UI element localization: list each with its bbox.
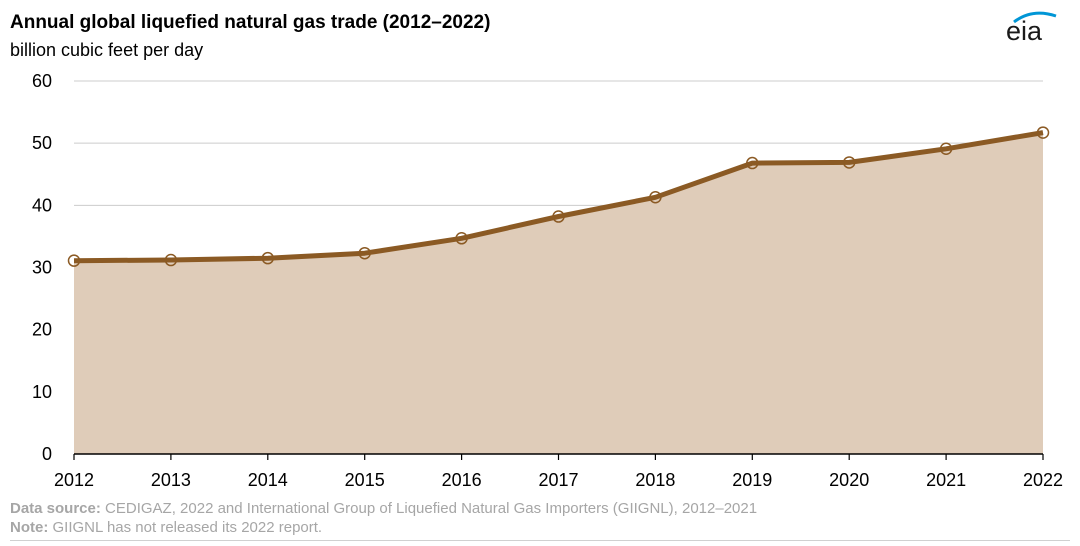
footnote: Note: GIIGNL has not released its 2022 r…	[10, 519, 322, 536]
eia-logo: eia	[1006, 10, 1057, 46]
logo-text: eia	[1006, 16, 1043, 46]
x-tick-label: 2022	[1023, 470, 1063, 490]
chart-title: Annual global liquefied natural gas trad…	[10, 12, 491, 33]
footer-rule	[10, 540, 1070, 541]
x-tick-label: 2014	[248, 470, 288, 490]
y-tick-label: 40	[32, 195, 52, 215]
data-points	[67, 126, 1050, 267]
source-text: CEDIGAZ, 2022 and International Group of…	[100, 500, 758, 517]
x-tick-label: 2019	[732, 470, 772, 490]
data-point	[1036, 126, 1050, 139]
y-tick-label: 20	[32, 320, 52, 340]
source-label: Data source:	[10, 500, 101, 517]
logo-swoosh-icon	[1013, 11, 1057, 24]
data-point	[939, 142, 953, 156]
x-tick-label: 2017	[538, 470, 578, 490]
data-point	[164, 253, 178, 267]
y-tick-label: 50	[32, 133, 52, 153]
data-source-note: Data source: CEDIGAZ, 2022 and Internati…	[10, 500, 757, 517]
data-point	[358, 246, 371, 260]
data-point	[842, 156, 856, 169]
note-label: Note:	[10, 519, 49, 536]
y-axis-unit-label: billion cubic feet per day	[10, 40, 204, 60]
data-point	[746, 156, 759, 170]
data-point	[649, 191, 662, 204]
axes	[73, 453, 1044, 460]
y-tick-labels: 0 10 20 30 40 50 60	[32, 71, 52, 464]
data-point	[455, 232, 468, 245]
x-tick-label: 2018	[635, 470, 675, 490]
data-point	[67, 254, 81, 267]
y-tick-label: 0	[42, 444, 52, 464]
x-tick-label: 2012	[54, 470, 94, 490]
x-tick-label: 2021	[926, 470, 966, 490]
y-tick-label: 10	[32, 382, 52, 402]
x-tick-label: 2015	[345, 470, 385, 490]
y-tick-label: 60	[32, 71, 52, 91]
data-point	[261, 251, 275, 265]
y-tick-label: 30	[32, 258, 52, 278]
x-tick-label: 2016	[442, 470, 482, 490]
note-text: GIIGNL has not released its 2022 report.	[48, 519, 323, 536]
x-tick-label: 2013	[151, 470, 191, 490]
series-line	[73, 130, 1044, 264]
x-tick-label: 2020	[829, 470, 869, 490]
x-tick-labels: 2012 2013 2014 2015 2016 2017 2018 2019 2020 2021…	[54, 470, 1063, 490]
area-fill	[74, 132, 1043, 454]
data-point	[552, 210, 565, 223]
